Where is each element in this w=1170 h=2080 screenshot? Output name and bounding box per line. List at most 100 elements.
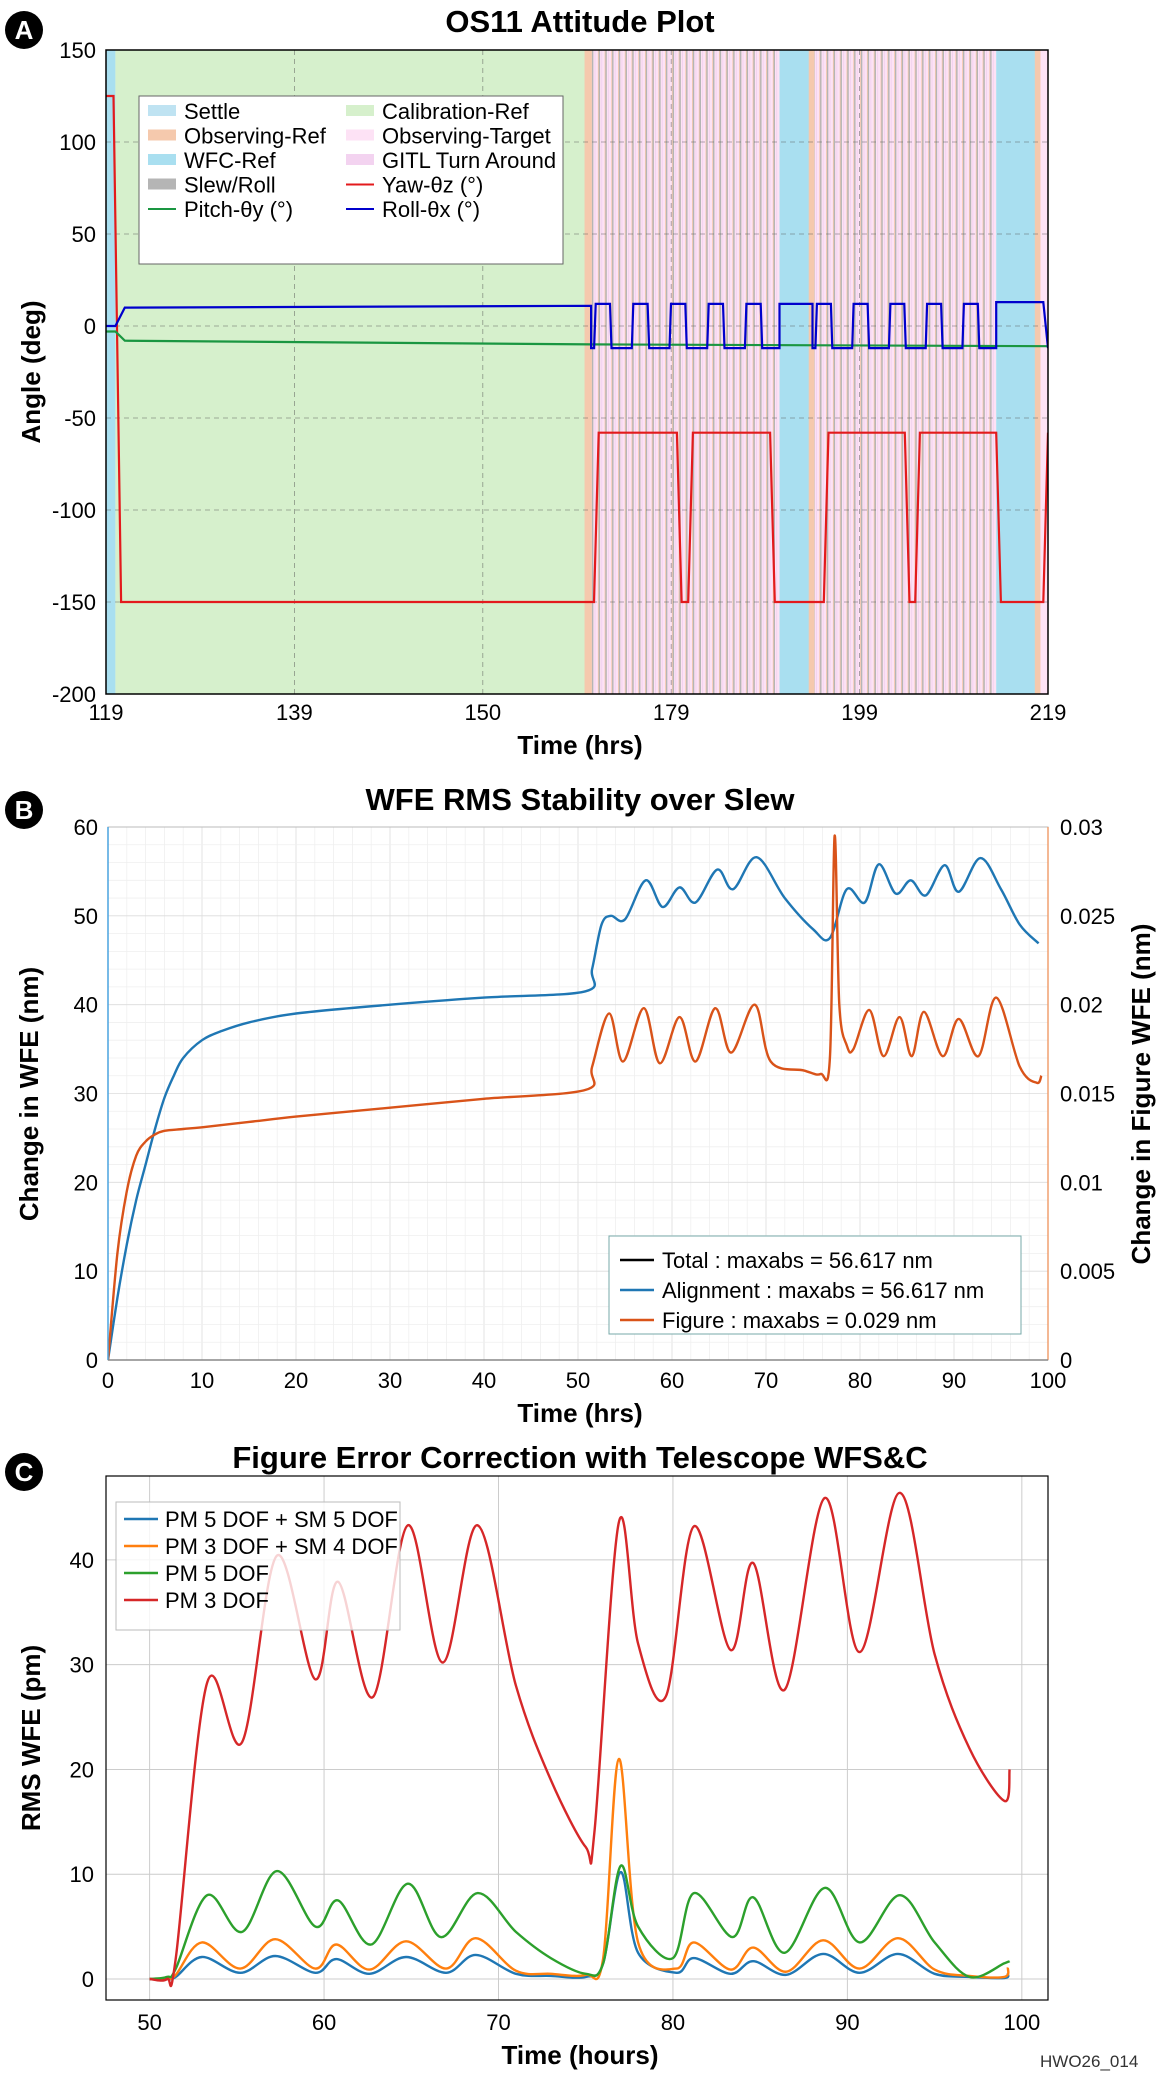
legend-a-label-9: Roll-θx (°) — [382, 197, 480, 222]
ytick-a-3: 0 — [84, 314, 96, 339]
ytick-c-2: 20 — [70, 1757, 94, 1782]
band-gitl-turn-around-a-19 — [722, 50, 724, 694]
ytick-b-4: 40 — [74, 993, 98, 1018]
xtick-b-8: 80 — [848, 1368, 872, 1393]
chart-a-frame — [105, 49, 1049, 695]
chart-b-lines — [108, 834, 1043, 1360]
band-gitl-turn-around-b-15 — [917, 50, 919, 694]
band-gitl-turn-around-a-17 — [708, 50, 710, 694]
band-gitl-turn-around-a-23 — [749, 50, 751, 694]
y2tick-b-6: 0.03 — [1060, 815, 1103, 840]
legend-b-label-0: Total : maxabs = 56.617 nm — [662, 1248, 933, 1273]
band-slew-roll-b-26 — [990, 50, 992, 694]
panel-c-letter: C — [15, 1457, 34, 1487]
band-gitl-turn-around-b-6 — [856, 50, 858, 694]
legend-c-label-3: PM 3 DOF — [165, 1588, 269, 1613]
band-slew-roll-b-17 — [928, 50, 931, 694]
series-a-yaw-z — [106, 94, 1048, 604]
legend-a-label-8: Pitch-θy (°) — [184, 197, 293, 222]
band-gitl-turn-around-a-14 — [688, 50, 690, 694]
xtick-b-6: 60 — [660, 1368, 684, 1393]
legend-a-label-5: GITL Turn Around — [382, 148, 556, 173]
band-slew-roll-a-4 — [618, 50, 621, 694]
band-gitl-turn-around-a-20 — [729, 50, 731, 694]
band-slew-roll-b-25 — [983, 50, 985, 694]
legend-a-label-7: Yaw-θz (°) — [382, 173, 483, 198]
ytick-b-5: 50 — [74, 904, 98, 929]
chart-b-grid — [107, 826, 1049, 1361]
band-gitl-turn-around-a-4 — [621, 50, 623, 694]
chart-a-lines — [106, 94, 1048, 604]
band-slew-roll-b-22 — [962, 50, 965, 694]
band-slew-roll-a-9 — [652, 50, 654, 694]
panel-c: C Figure Error Correction with Telescope… — [5, 1440, 1049, 2070]
band-slew-roll-a-24 — [753, 50, 755, 694]
xtick-c-1: 60 — [312, 2010, 336, 2035]
band-slew-roll-a-19 — [719, 50, 722, 694]
band-gitl-turn-around-b-1 — [822, 50, 824, 694]
chart-b-xlabel: Time (hrs) — [517, 1398, 642, 1428]
xtick-b-9: 90 — [942, 1368, 966, 1393]
series-a-roll-x — [106, 301, 1048, 350]
band-wfc-ref-0 — [106, 50, 116, 694]
ytick-a-7: -200 — [52, 682, 96, 707]
ytick-b-0: 0 — [86, 1348, 98, 1373]
xtick-b-2: 20 — [284, 1368, 308, 1393]
band-slew-roll-b-21 — [956, 50, 958, 694]
band-gitl-turn-around-b-16 — [924, 50, 926, 694]
band-slew-roll-a-2 — [605, 50, 607, 694]
band-slew-roll-b-10 — [881, 50, 883, 694]
ytick-a-5: -100 — [52, 498, 96, 523]
band-gitl-turn-around-b-12 — [897, 50, 899, 694]
xtick-a-1: 139 — [276, 700, 313, 725]
ytick-c-4: 40 — [70, 1548, 94, 1573]
legend-a-swatch-5 — [346, 154, 374, 165]
band-slew-roll-b-12 — [894, 50, 897, 694]
band-slew-roll-a-25 — [760, 50, 762, 694]
band-slew-roll-b-19 — [942, 50, 944, 694]
legend-c-label-0: PM 5 DOF + SM 5 DOF — [165, 1507, 398, 1532]
legend-a-swatch-1 — [346, 105, 374, 116]
band-gitl-turn-around-a-15 — [695, 50, 697, 694]
y2tick-b-0: 0 — [1060, 1348, 1072, 1373]
band-gitl-turn-around-a-10 — [661, 50, 663, 694]
xtick-b-0: 0 — [102, 1368, 114, 1393]
chart-a-legend: Settle Calibration-Ref Observing-Ref Observ… — [138, 95, 564, 265]
band-slew-roll-b-20 — [949, 50, 951, 694]
legend-a-label-3: Observing-Target — [382, 124, 551, 149]
band-gitl-turn-around-a-24 — [755, 50, 757, 694]
legend-a-label-4: WFC-Ref — [184, 148, 277, 173]
y2tick-b-3: 0.015 — [1060, 1082, 1115, 1107]
band-gitl-turn-around-b-20 — [951, 50, 953, 694]
xtick-b-10: 100 — [1030, 1368, 1067, 1393]
band-slew-roll-a-18 — [713, 50, 715, 694]
band-gitl-turn-around-b-2 — [829, 50, 831, 694]
series-c-pm-5-dof — [149, 1864, 1011, 1981]
xtick-b-5: 50 — [566, 1368, 590, 1393]
panel-b-letter: B — [15, 795, 34, 825]
band-slew-roll-b-14 — [908, 50, 910, 694]
legend-a-label-2: Observing-Ref — [184, 124, 327, 149]
band-wfc-ref-5 — [996, 50, 1039, 694]
ytick-a-2: 50 — [72, 222, 96, 247]
xtick-b-3: 30 — [378, 1368, 402, 1393]
band-gitl-turn-around-b-4 — [843, 50, 845, 694]
band-gitl-turn-around-a-3 — [614, 50, 616, 694]
band-gitl-turn-around-b-10 — [883, 50, 885, 694]
xtick-c-5: 100 — [1003, 2010, 1040, 2035]
legend-b-label-1: Alignment : maxabs = 56.617 nm — [662, 1278, 984, 1303]
chart-b-legend: Total : maxabs = 56.617 nm Alignment : ma… — [608, 1235, 1022, 1335]
band-gitl-turn-around-b-23 — [972, 50, 974, 694]
band-slew-roll-a-21 — [733, 50, 735, 694]
band-slew-roll-a-3 — [612, 50, 614, 694]
chart-a-xlabel: Time (hrs) — [517, 730, 642, 760]
band-slew-roll-b-9 — [874, 50, 876, 694]
band-observing-ref-edge-1 — [808, 50, 815, 694]
band-slew-roll-b-11 — [888, 50, 890, 694]
band-slew-roll-b-7 — [860, 50, 863, 694]
ytick-b-2: 20 — [74, 1170, 98, 1195]
band-slew-roll-a-6 — [632, 50, 634, 694]
legend-a-swatch-2 — [148, 129, 176, 141]
